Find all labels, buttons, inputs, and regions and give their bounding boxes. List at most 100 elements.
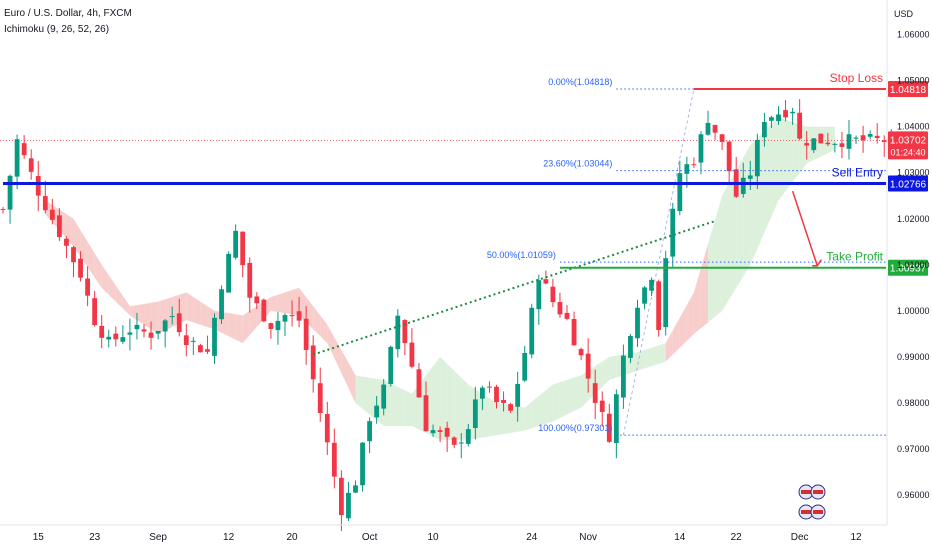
candle-body	[212, 317, 217, 356]
time-tick-label: 12	[223, 532, 235, 543]
candle-body	[705, 122, 711, 135]
candle-body	[790, 111, 795, 114]
candle-body	[501, 399, 506, 404]
price-tick-label: 1.06000	[897, 30, 930, 40]
cloud-segment	[609, 355, 617, 380]
bar-countdown-text: 01:24:40	[890, 147, 925, 157]
cloud-segment	[510, 405, 518, 433]
candle-body	[811, 138, 817, 151]
cloud-segment	[235, 314, 243, 344]
cloud-segment	[404, 390, 412, 426]
time-tick-label: 14	[674, 532, 686, 543]
time-tick-label: 20	[286, 532, 298, 543]
price-tick-label: 1.01000	[897, 260, 930, 270]
cloud-segment	[151, 301, 159, 334]
price-tick-label: 0.99000	[897, 352, 930, 362]
candle-body	[642, 287, 647, 304]
candle-body	[472, 399, 478, 428]
candle-body	[747, 175, 753, 179]
cloud-segment	[228, 313, 236, 340]
candle-body	[226, 253, 231, 293]
candle-body	[35, 176, 41, 196]
cloud-segment	[715, 195, 723, 317]
flag-stripe	[813, 490, 823, 494]
candle-body	[282, 315, 288, 322]
cloud-segment	[440, 356, 448, 440]
strategy-levels: Stop Loss 1.04818 Sell Entry 1.02766 Take Pr…	[3, 71, 928, 276]
candle-body	[360, 442, 365, 486]
candle-body	[395, 315, 401, 350]
candle-body	[21, 143, 27, 156]
cloud-segment	[651, 345, 659, 367]
cloud-segment	[87, 241, 95, 278]
candle-body	[797, 112, 803, 139]
candle-body	[430, 430, 436, 434]
time-tick-label: 12	[850, 532, 862, 543]
candle-body	[331, 442, 337, 477]
candle-body	[465, 429, 471, 444]
cloud-segment	[679, 305, 687, 348]
candle-body	[867, 133, 873, 137]
candle-body	[613, 394, 619, 444]
candle-body	[494, 386, 499, 403]
cloud-segment	[665, 330, 673, 362]
candle-body	[162, 320, 168, 332]
cloud-segment	[313, 306, 321, 337]
candle-body	[367, 421, 372, 442]
candle-body	[585, 353, 591, 379]
cloud-segment	[447, 363, 455, 440]
candle-body	[85, 278, 90, 296]
candle-body	[740, 177, 746, 194]
cloud-segment	[270, 294, 278, 313]
candle-body	[113, 333, 119, 340]
cloud-segment	[559, 379, 567, 418]
candle-body	[289, 315, 295, 317]
time-tick-label: 24	[526, 532, 538, 543]
candle-body	[169, 316, 175, 318]
fib-level-label: 100.00%(0.97301)	[538, 423, 612, 433]
flag-stripe	[813, 510, 823, 514]
candle-body	[649, 279, 654, 291]
candle-body	[776, 114, 781, 122]
fib-level-label: 50.00%(1.01059)	[487, 250, 556, 260]
cloud-segment	[778, 117, 786, 201]
candle-body	[190, 340, 196, 342]
candle-body	[635, 307, 640, 339]
candle-body	[14, 139, 20, 177]
cloud-segment	[200, 301, 208, 327]
price-tick-label: 0.97000	[897, 444, 930, 454]
candle-body	[324, 413, 330, 443]
candle-body	[621, 355, 626, 398]
candle-body	[451, 437, 457, 445]
candle-body	[719, 134, 725, 142]
candle-body	[0, 208, 6, 210]
candle-body	[155, 330, 161, 334]
candle-body	[317, 383, 323, 413]
candle-body	[78, 258, 83, 278]
candle-body	[825, 142, 831, 145]
candle-body	[120, 337, 126, 342]
cloud-segment	[581, 370, 589, 408]
cloud-segment	[637, 350, 645, 371]
candle-body	[64, 238, 69, 246]
candle-body	[247, 262, 253, 298]
cloud-segment	[186, 292, 194, 323]
cloud-segment	[644, 347, 652, 369]
candle-body	[487, 386, 492, 388]
sell-entry-price-text: 1.02766	[890, 179, 927, 190]
candle-body	[881, 140, 887, 143]
candle-body	[339, 477, 344, 516]
candle-body	[550, 286, 556, 303]
candle-body	[853, 137, 859, 139]
cloud-segment	[686, 292, 694, 341]
cloud-segment	[348, 362, 356, 403]
sell-entry-price-tag	[888, 175, 928, 192]
candle-body	[677, 173, 683, 212]
price-tick-label: 1.00000	[897, 306, 930, 316]
candle-body	[176, 313, 182, 333]
take-profit-price-tag	[888, 259, 928, 276]
cloud-segment	[764, 124, 772, 233]
candle-body	[240, 231, 246, 266]
cloud-segment	[700, 244, 708, 329]
